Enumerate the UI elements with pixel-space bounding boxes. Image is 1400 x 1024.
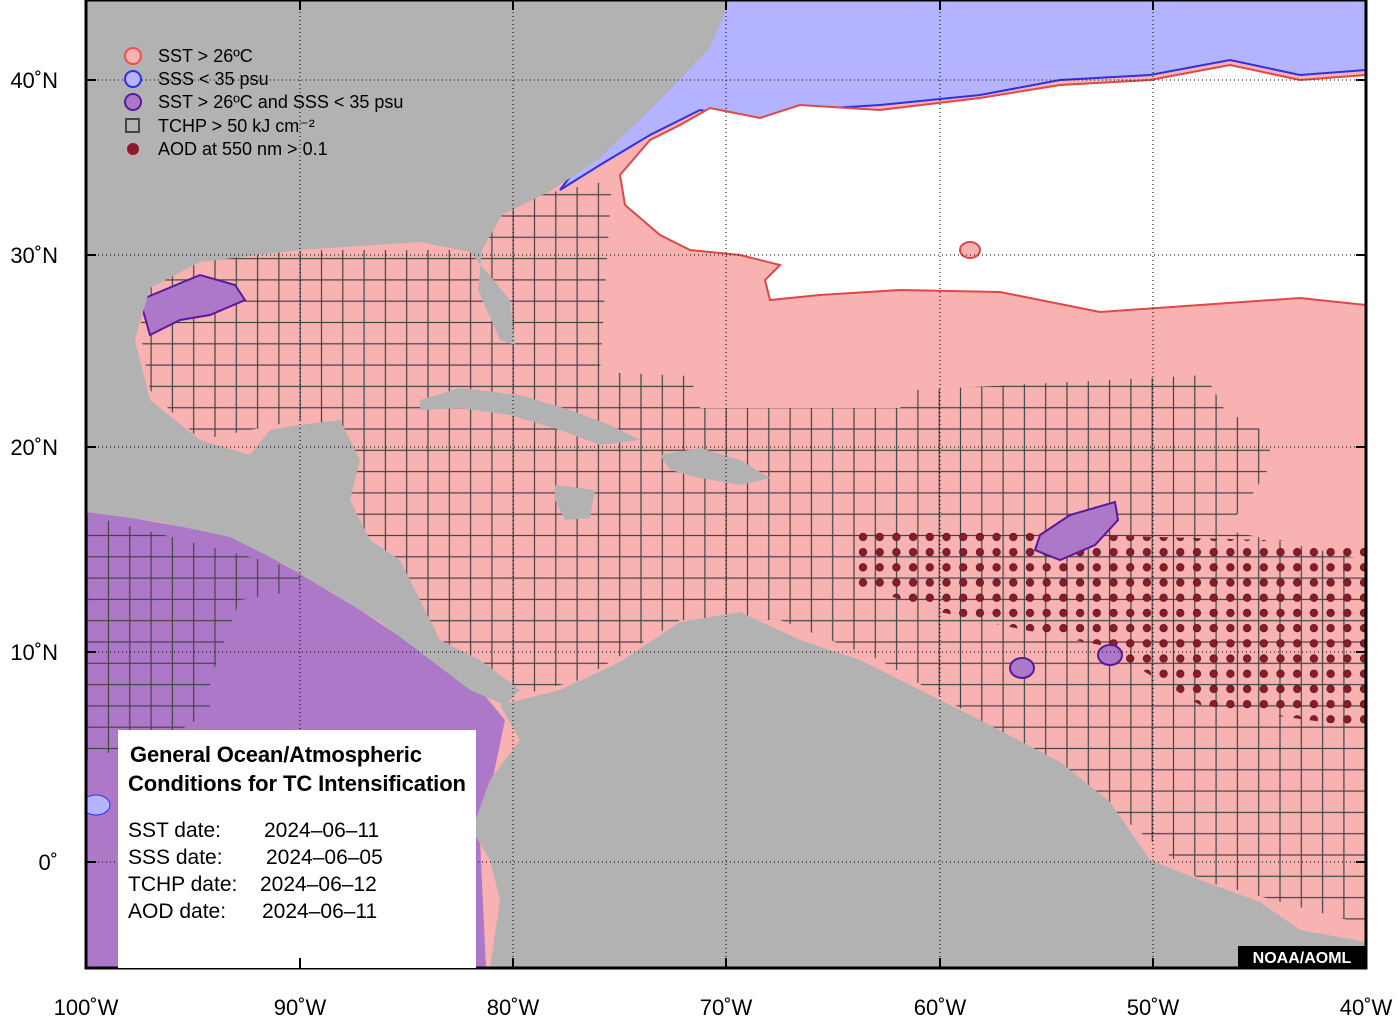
atlantic-purple	[1097, 644, 1123, 666]
date-value: 2024–06–12	[260, 873, 377, 896]
date-label: AOD date:	[128, 900, 226, 923]
tchp-grid	[140, 180, 1366, 925]
lon-label: 50˚W	[1127, 995, 1180, 1019]
date-label: TCHP date:	[128, 873, 237, 896]
sss-patch	[86, 794, 111, 816]
lon-label: 40˚W	[1340, 995, 1393, 1019]
legend-symbol	[124, 93, 142, 111]
legend-label: SST > 26ºC	[158, 46, 253, 66]
credit: NOAA/AOML	[1253, 950, 1352, 967]
atlantic-purple	[1033, 500, 1120, 562]
tchp-grid	[86, 515, 300, 760]
credit-bg	[1238, 946, 1366, 968]
lon-label: 90˚W	[274, 995, 327, 1019]
lat-label: 40˚N	[10, 68, 58, 93]
legend-label: SSS < 35 psu	[158, 69, 269, 89]
legend-label: AOD at 550 nm > 0.1	[158, 139, 328, 159]
land	[660, 448, 770, 485]
axes: 40˚N 30˚N 20˚N 10˚N 0˚ 100˚W 90˚W 80˚W 70˚W 60˚W 5…	[10, 0, 1393, 1020]
aod-dots	[855, 528, 1366, 728]
info-title: Conditions for TC Intensification	[128, 771, 466, 796]
gulf-purple	[138, 273, 247, 337]
legend-symbol	[124, 70, 142, 88]
lat-label: 20˚N	[10, 435, 58, 460]
atlantic-purple	[1009, 657, 1035, 679]
land	[86, 0, 730, 705]
cool-region	[618, 63, 1366, 314]
legend-label: SST > 26ºC and SSS < 35 psu	[158, 92, 403, 112]
date-value: 2024–06–05	[266, 846, 383, 869]
lon-label: 100˚W	[54, 995, 119, 1019]
sst-patch	[959, 241, 981, 259]
date-label: SSS date:	[128, 846, 223, 869]
map-area	[86, 0, 1366, 968]
land	[420, 388, 640, 445]
legend: SST > 26ºC SSS < 35 psu SST > 26ºC and S…	[124, 46, 403, 159]
legend-symbol	[124, 47, 142, 65]
graticule	[86, 0, 1366, 968]
lat-label: 0˚	[38, 850, 58, 875]
lon-label: 70˚W	[700, 995, 753, 1019]
land	[555, 485, 595, 520]
lon-label: 80˚W	[487, 995, 540, 1019]
date-value: 2024–06–11	[262, 900, 377, 923]
legend-symbol	[125, 118, 140, 133]
info-box: General Ocean/Atmospheric Conditions for…	[118, 730, 476, 968]
land	[472, 612, 1366, 968]
info-title: General Ocean/Atmospheric	[130, 742, 422, 767]
date-value: 2024–06–11	[264, 819, 379, 842]
info-box-bg	[118, 730, 476, 968]
lat-label: 30˚N	[10, 243, 58, 268]
legend-symbol	[127, 143, 139, 155]
lon-label: 60˚W	[914, 995, 967, 1019]
lat-label: 10˚N	[10, 640, 58, 665]
date-label: SST date:	[128, 819, 221, 842]
legend-label: TCHP > 50 kJ cm⁻²	[158, 116, 315, 136]
